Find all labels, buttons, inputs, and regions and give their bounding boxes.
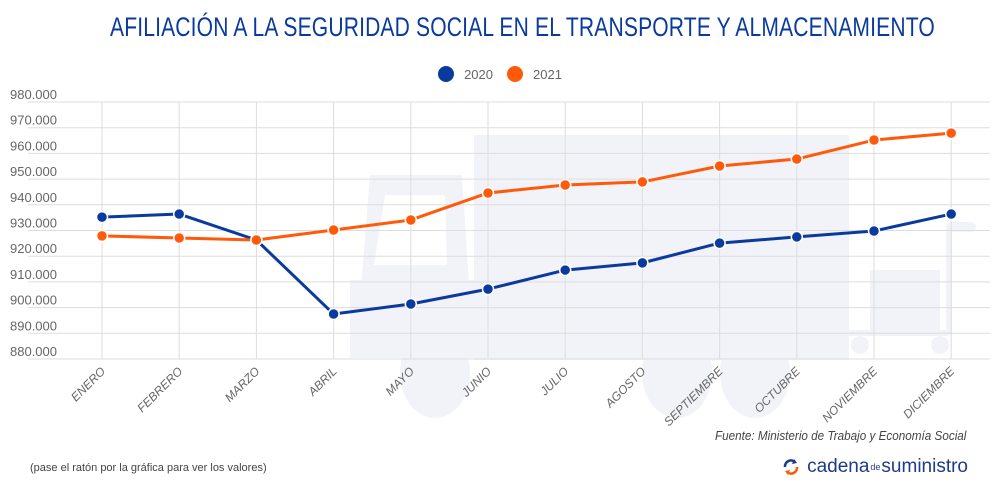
x-tick-label: NOVIEMBRE [819,364,881,426]
data-point-2020[interactable] [867,224,881,238]
x-tick-label: JULIO [537,364,572,399]
data-point-2020[interactable] [404,297,418,311]
legend-item-2021[interactable]: 2021 [507,66,562,82]
y-tick-label: 960.000 [10,138,57,153]
data-point-2021[interactable] [944,126,958,140]
x-axis: ENERO FEBRERO MARZO ABRIL MAYO JUNIO JULIO AGOS… [68,364,958,429]
legend-marker-2021 [507,66,523,82]
y-tick-label: 910.000 [10,267,57,282]
data-point-2020[interactable] [713,236,726,250]
y-tick-label: 900.000 [10,293,57,308]
y-tick-label: 950.000 [10,164,57,179]
series-2021 [101,131,952,242]
data-point-2021[interactable] [790,152,804,166]
data-point-2020[interactable] [558,263,572,277]
data-point-2020[interactable] [95,210,109,224]
y-tick-label: 920.000 [10,241,57,256]
data-point-2021[interactable] [95,229,109,243]
series-line-2021 [101,131,952,242]
brand-logo[interactable]: cadena de suministro [781,456,968,478]
data-point-2021[interactable] [713,159,726,173]
data-point-2020[interactable] [790,230,804,244]
series-layer [95,126,958,321]
source-note: Fuente: Ministerio de Trabajo y Economía… [714,428,966,443]
legend-label-2020: 2020 [464,66,493,82]
y-tick-label: 880.000 [10,344,57,359]
data-point-2021[interactable] [636,175,649,189]
legend: 2020 2021 [0,66,1000,82]
y-tick-label: 970.000 [10,113,57,128]
grid [28,101,990,360]
data-point-2021[interactable] [481,186,495,200]
data-point-2021[interactable] [867,133,881,147]
x-tick-label: ABRIL [305,364,340,399]
data-point-2021[interactable] [172,231,186,245]
y-tick-label: 980.000 [10,87,57,102]
y-tick-label: 930.000 [10,216,57,231]
series-line-2020 [101,212,952,316]
hover-hint: (pase el ratón por la gráfica para ver l… [30,462,267,474]
y-tick-label: 940.000 [10,190,57,205]
y-tick-label: 890.000 [10,318,57,333]
logo-text-suministro: suministro [881,456,968,477]
x-tick-label: MARZO [222,364,263,405]
x-tick-label: AGOSTO [602,364,649,411]
data-point-2020[interactable] [636,256,649,270]
data-point-2020[interactable] [944,207,958,221]
series-2020 [101,212,952,316]
chart-title: AFILIACIÓN A LA SEGURIDAD SOCIAL EN EL T… [110,12,935,42]
data-point-2021[interactable] [558,178,572,192]
legend-marker-2020 [438,66,455,82]
legend-item-2020[interactable]: 2020 [438,66,493,82]
truck-illustration-icon [350,135,976,418]
x-tick-label: ENERO [68,364,108,404]
data-point-2020[interactable] [327,307,340,321]
refresh-cycle-icon [783,459,799,475]
data-point-2020[interactable] [481,282,495,296]
data-point-2021[interactable] [404,213,418,227]
legend-label-2021: 2021 [533,66,562,82]
x-tick-label: FEBRERO [134,364,185,415]
series-points-2021 [95,126,958,247]
y-axis: 980.000 970.000 960.000 950.000 940.000 930.0… [10,87,57,359]
data-point-2021[interactable] [327,223,340,237]
x-tick-label: DICIEMBRE [900,364,958,422]
data-point-2020[interactable] [172,207,186,221]
data-point-2021[interactable] [250,233,263,247]
logo-text-cadena: cadena [807,456,870,477]
logo-text-de: de [870,462,881,472]
